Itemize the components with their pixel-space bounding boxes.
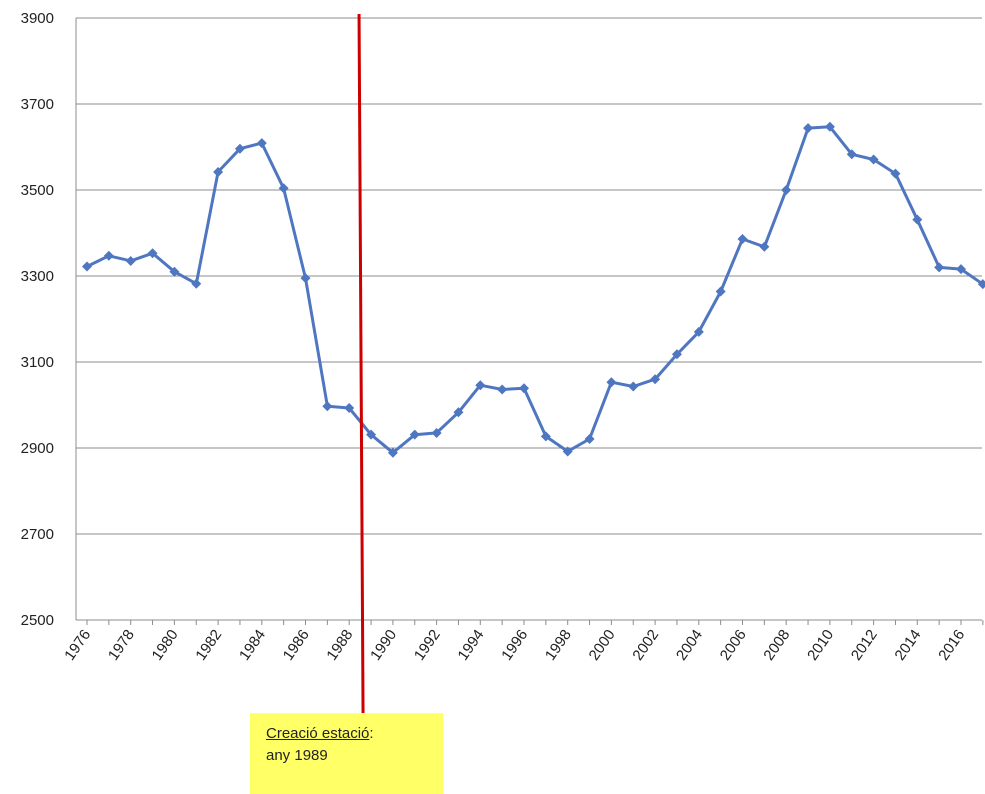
data-point	[213, 166, 224, 177]
data-point	[344, 403, 355, 414]
data-point	[191, 278, 202, 289]
annotation-separator: :	[369, 725, 374, 742]
y-axis-ticks: 2500 2700 2900 3100 3300 3500 3700 3900	[21, 10, 54, 629]
data-point	[650, 374, 661, 385]
x-tick-label: 2010	[804, 627, 837, 664]
creation-marker	[357, 13, 365, 714]
x-tick-label: 1984	[236, 627, 269, 664]
x-tick-label: 1992	[411, 627, 444, 664]
data-point	[409, 429, 420, 440]
data-point	[540, 431, 551, 442]
data-point	[868, 154, 879, 165]
data-point	[715, 286, 726, 297]
data-point	[584, 433, 595, 444]
annotation-box: Creació estació: any 1989	[250, 713, 443, 794]
gridlines	[76, 17, 982, 621]
data-point	[671, 349, 682, 360]
data-point	[103, 250, 114, 261]
data-point	[387, 447, 398, 458]
x-tick-label: 2008	[760, 627, 793, 664]
data-point	[977, 279, 985, 290]
data-point	[803, 123, 814, 134]
x-axis: 1976 1978 1980 1982 1984 1986 1988 1990 1992 1994…	[61, 18, 984, 664]
data-point	[781, 185, 792, 195]
y-tick-label: 2700	[21, 526, 54, 543]
x-tick-label: 1988	[323, 627, 356, 664]
data-point	[846, 149, 857, 160]
annotation-text: any 1989	[266, 747, 328, 764]
x-tick-label: 1996	[498, 627, 531, 664]
data-point	[431, 427, 442, 438]
data-point	[912, 214, 923, 225]
data-point	[497, 384, 508, 395]
data-point	[606, 377, 617, 388]
x-tick-label: 2014	[892, 627, 925, 664]
series-line	[86, 125, 984, 455]
data-point	[82, 261, 92, 272]
data-point	[519, 383, 529, 394]
x-tick-label: 1998	[542, 627, 575, 664]
data-point	[562, 446, 573, 457]
x-tick-label: 1994	[455, 627, 488, 664]
data-point	[956, 264, 966, 275]
x-tick-label: 2002	[629, 627, 662, 664]
x-tick-label: 2000	[586, 627, 619, 664]
data-point	[475, 380, 486, 391]
x-tick-label: 2006	[717, 627, 750, 664]
data-point	[934, 262, 945, 273]
data-point	[278, 183, 289, 194]
data-point	[234, 143, 245, 154]
data-point	[824, 121, 835, 132]
data-point	[256, 138, 267, 149]
x-tick-label: 1990	[367, 627, 400, 664]
data-point	[628, 381, 639, 392]
x-tick-label: 2012	[848, 627, 881, 664]
y-tick-label: 3700	[21, 96, 54, 113]
data-point	[169, 266, 180, 277]
data-point	[125, 255, 136, 266]
y-tick-label: 3100	[21, 354, 54, 371]
data-point	[366, 429, 377, 440]
x-tick-label: 1976	[61, 627, 94, 664]
x-tick-label: 1982	[192, 627, 225, 664]
data-point	[322, 401, 333, 412]
y-tick-label: 3300	[21, 268, 54, 285]
x-tick-label: 1978	[105, 627, 138, 664]
annotation-title: Creació estació	[266, 725, 370, 742]
y-tick-label: 2900	[21, 440, 54, 457]
data-point	[693, 326, 704, 337]
x-tick-label: 1986	[280, 627, 313, 664]
x-tick-label: 2016	[935, 627, 968, 664]
data-point	[300, 273, 311, 284]
data-point	[737, 234, 748, 245]
data-point	[759, 241, 770, 252]
data-series	[82, 121, 985, 458]
data-point	[147, 248, 158, 259]
data-point	[890, 168, 901, 179]
y-tick-label: 3500	[21, 182, 54, 199]
x-tick-label: 1980	[149, 627, 182, 664]
y-tick-label: 3900	[21, 10, 54, 27]
data-point	[453, 407, 464, 418]
y-tick-label: 2500	[21, 612, 54, 629]
x-tick-label: 2004	[673, 627, 706, 664]
creation-marker-line	[357, 13, 365, 714]
